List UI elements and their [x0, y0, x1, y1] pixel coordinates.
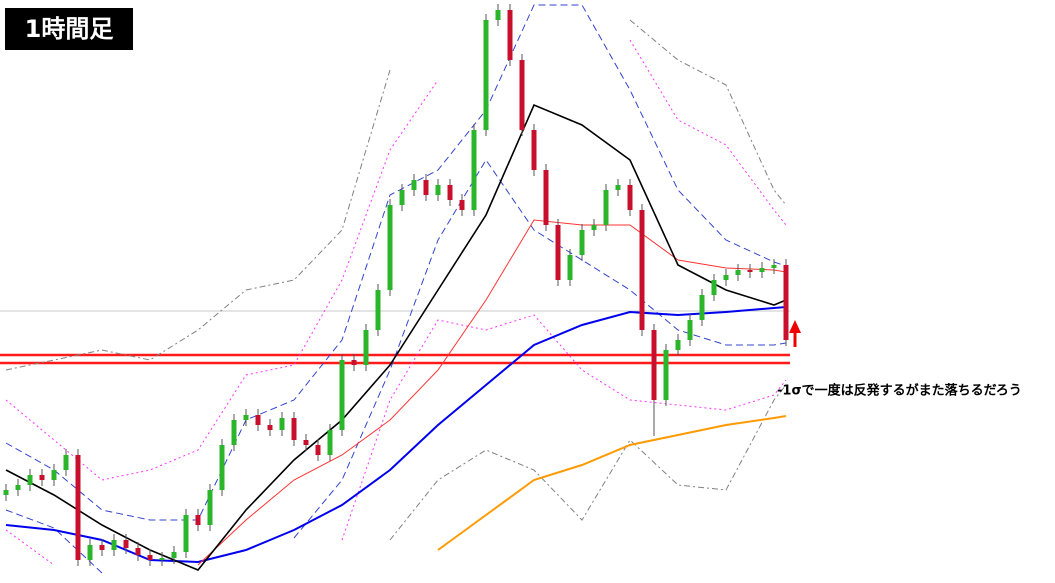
indicator-line: [5, 103, 787, 571]
candle-body: [591, 225, 597, 230]
candle-body: [51, 470, 57, 480]
candle-body: [495, 10, 501, 20]
candle-body: [543, 170, 549, 225]
candle-body: [123, 540, 129, 548]
candle-body: [339, 360, 345, 430]
candles: [3, 4, 789, 566]
indicator-line: [5, 306, 787, 564]
candle-body: [615, 185, 621, 190]
candle-body: [303, 440, 309, 445]
indicator-line: [389, 384, 787, 541]
candle-body: [783, 265, 789, 340]
candle-body: [135, 548, 141, 555]
candle-body: [27, 475, 33, 485]
candle-body: [531, 130, 537, 170]
candle-body: [423, 180, 429, 195]
candle-body: [603, 190, 609, 225]
candle-body: [99, 545, 105, 550]
candle-body: [699, 295, 705, 320]
annotation: -1σで一度は反発するがまた落ちるだろう: [777, 383, 1022, 399]
candle-body: [567, 255, 573, 280]
candle-body: [207, 490, 213, 525]
candle-body: [447, 185, 453, 200]
chart-title: 1時間足: [25, 15, 114, 43]
candle-body: [3, 490, 9, 495]
candle-body: [63, 455, 69, 470]
candle-body: [351, 360, 357, 365]
indicator-line: [437, 415, 787, 551]
candle-body: [687, 320, 693, 340]
candle-body: [375, 290, 381, 330]
candle-body: [579, 230, 585, 255]
candle-body: [675, 340, 681, 350]
candle-body: [483, 20, 489, 130]
indicator-line: [5, 79, 439, 481]
candle-body: [315, 445, 321, 455]
candle-body: [267, 425, 273, 430]
candle-body: [171, 552, 177, 558]
candle-body: [471, 130, 477, 210]
candle-body: [363, 330, 369, 365]
candle-body: [459, 200, 465, 210]
candle-body: [399, 190, 405, 205]
candle-body: [663, 350, 669, 400]
indicator-line: [5, 529, 55, 566]
candle-body: [327, 430, 333, 455]
candle-body: [159, 558, 165, 560]
candle-body: [111, 540, 117, 550]
indicator-line: [5, 4, 787, 521]
candle-body: [291, 418, 297, 440]
candle-body: [75, 455, 81, 560]
candle-body: [507, 10, 513, 60]
indicator-line: [197, 219, 787, 566]
candle-body: [639, 210, 645, 330]
indicator-line: [5, 509, 103, 574]
arrow-head: [789, 320, 801, 333]
candle-body: [243, 415, 249, 420]
levels: [0, 310, 790, 365]
candle-body: [711, 280, 717, 295]
candle-body: [435, 185, 441, 195]
candle-body: [735, 270, 741, 275]
candle-body: [39, 475, 45, 480]
candle-body: [759, 268, 765, 272]
candle-body: [387, 205, 393, 290]
lines: [5, 4, 787, 574]
indicator-line: [5, 69, 391, 371]
indicator-line: [341, 314, 787, 541]
candle-body: [183, 515, 189, 552]
candle-body: [219, 445, 225, 490]
candle-body: [723, 275, 729, 280]
candle-body: [147, 555, 153, 560]
candle-body: [255, 415, 261, 425]
candle-body: [411, 180, 417, 190]
candle-body: [627, 185, 633, 210]
candle-body: [87, 545, 93, 560]
candle-body: [279, 418, 285, 430]
candle-body: [519, 60, 525, 130]
candle-body: [651, 330, 657, 400]
candle-body: [555, 225, 561, 280]
candle-body: [747, 270, 753, 272]
candle-body: [15, 485, 21, 490]
indicator-line: [629, 39, 787, 226]
candle-body: [195, 515, 201, 525]
candle-body: [231, 420, 237, 445]
candle-body: [771, 265, 777, 268]
title-box: [5, 8, 133, 50]
indicator-line: [629, 19, 787, 206]
